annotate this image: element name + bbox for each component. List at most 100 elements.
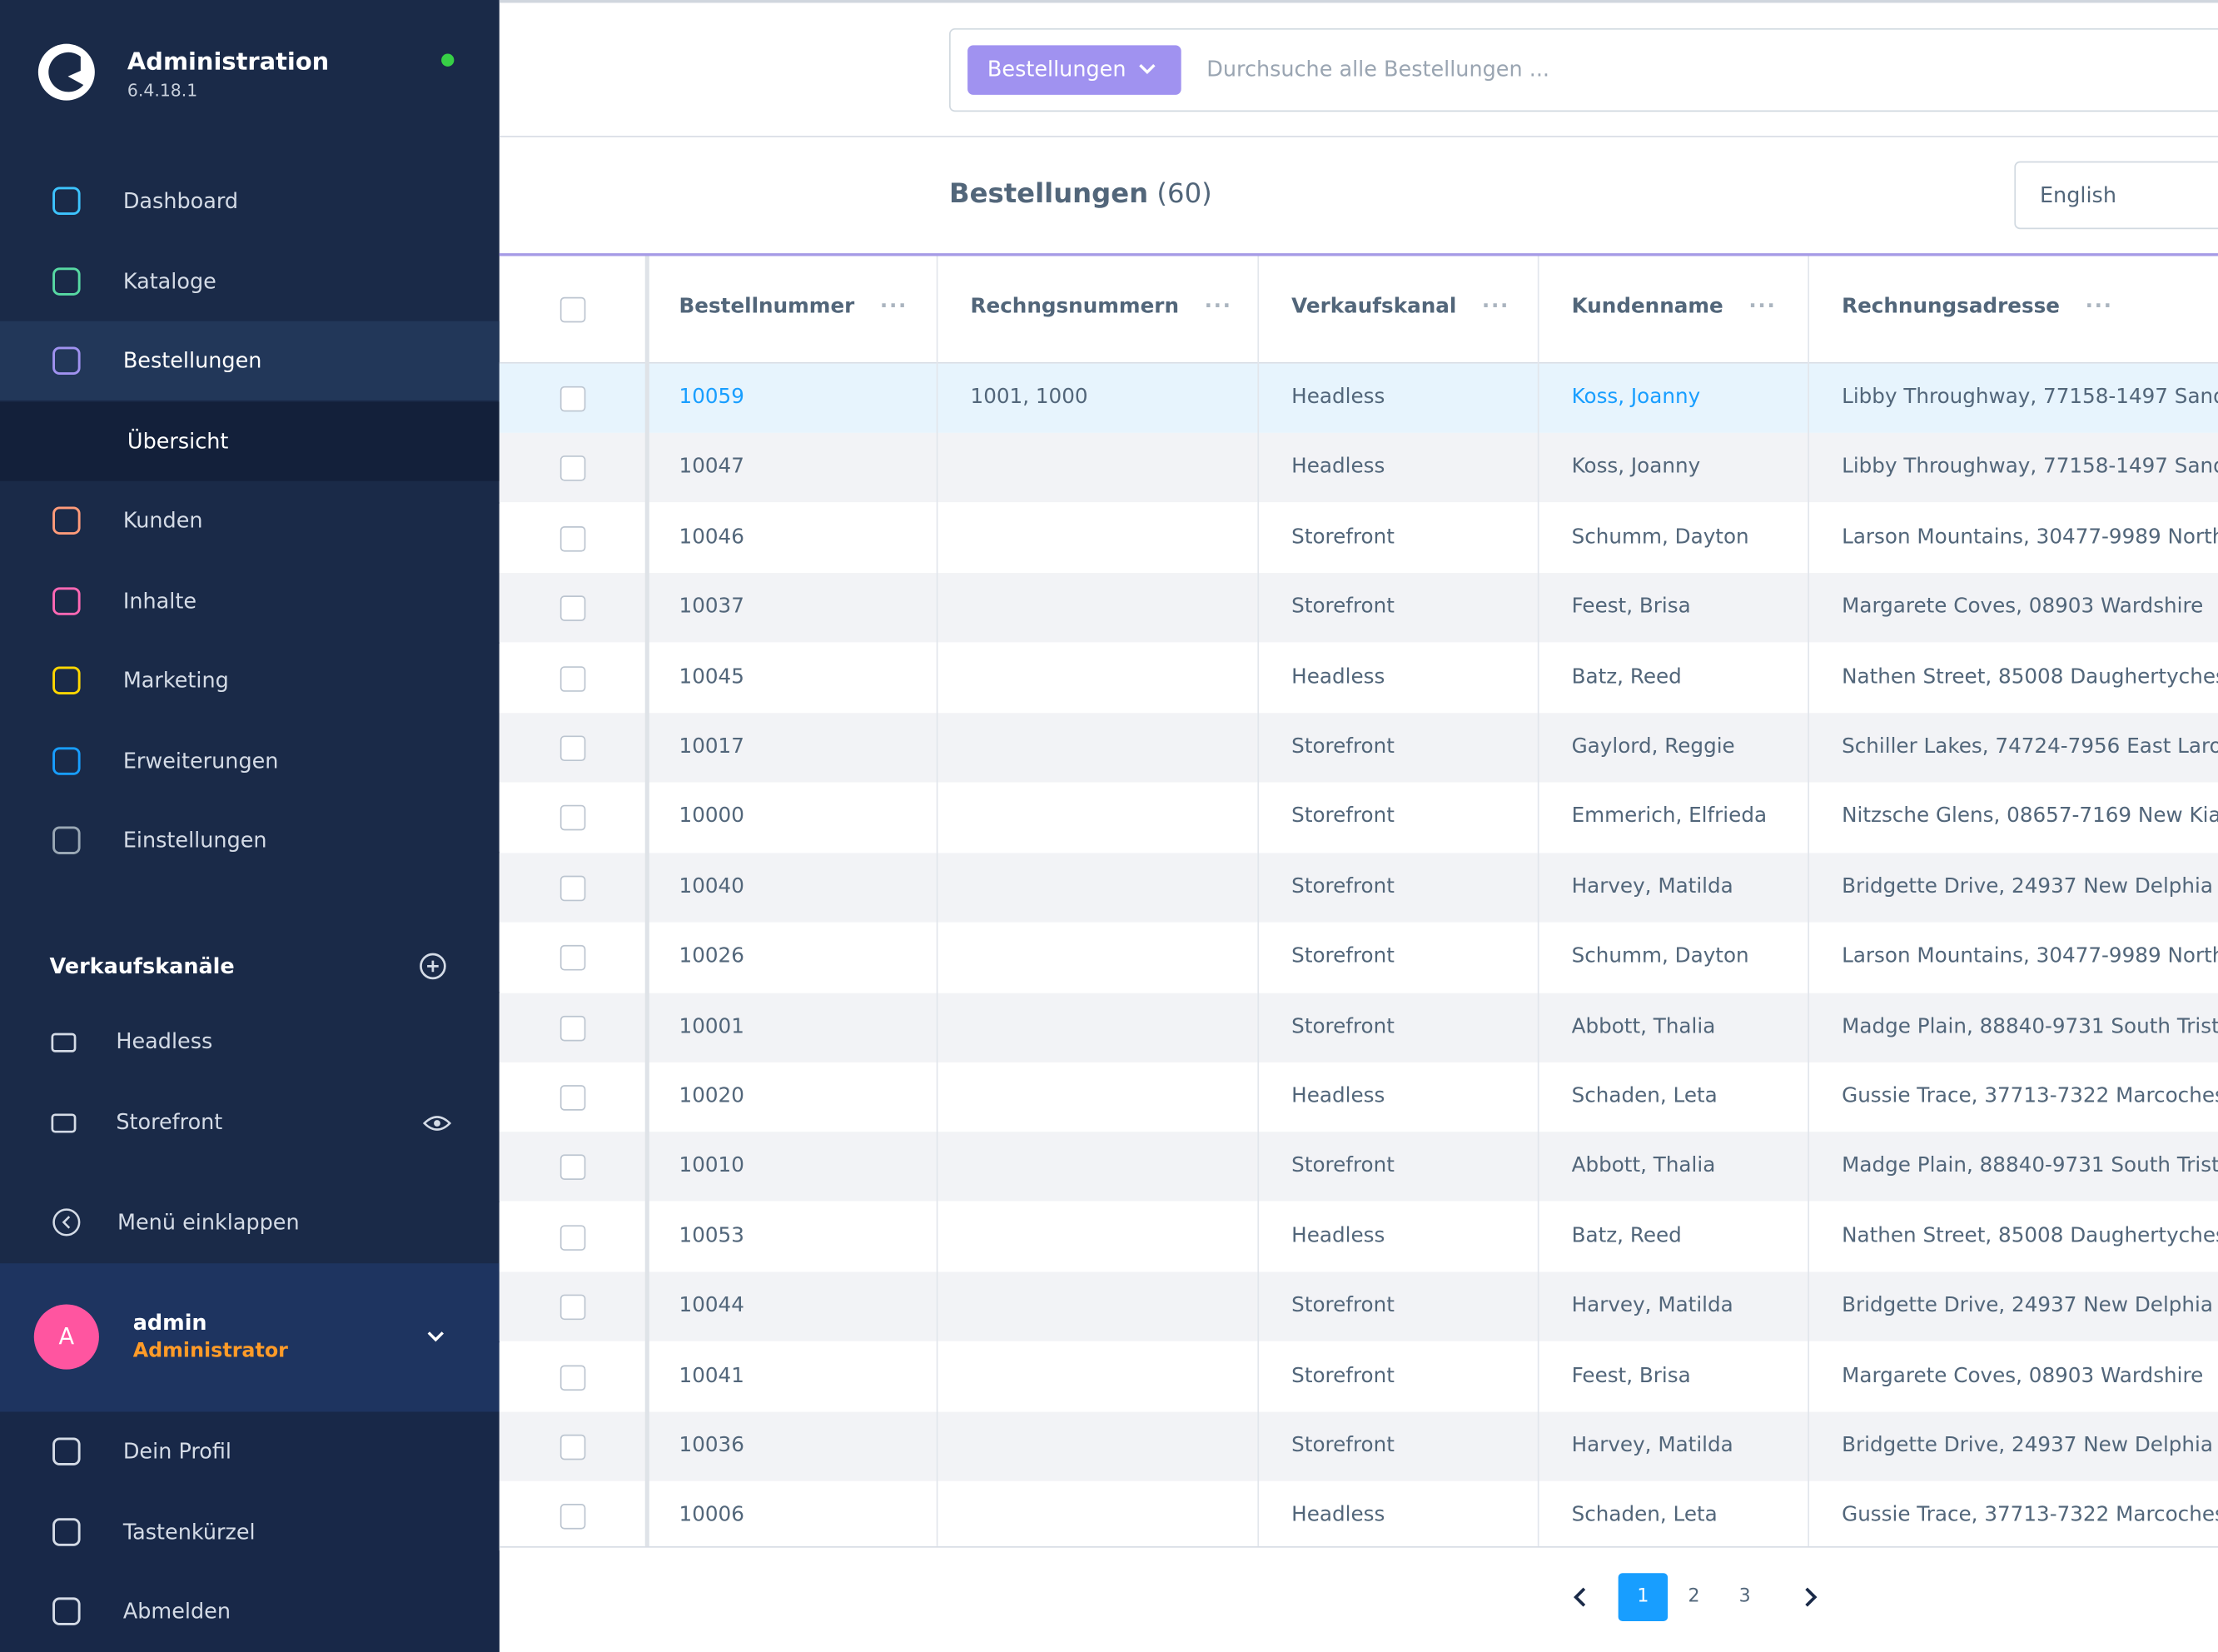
- page-button[interactable]: 3: [1738, 1585, 1751, 1608]
- page-button[interactable]: 2: [1688, 1585, 1700, 1608]
- cell: [971, 434, 1252, 503]
- nav-item[interactable]: Inhalte: [0, 561, 500, 640]
- column-menu[interactable]: ···: [1748, 296, 1777, 319]
- table-row[interactable]: 10041 Storefront Feest, Brisa Margarete Cov…: [499, 1341, 2218, 1411]
- nav-item[interactable]: Erweiterungen: [0, 721, 500, 800]
- cell: 10046: [679, 525, 744, 549]
- user-menu-item[interactable]: Tastenkürzel: [0, 1492, 500, 1571]
- row-checkbox[interactable]: [559, 1504, 586, 1530]
- nav-item[interactable]: Einstellungen: [0, 801, 500, 880]
- row-checkbox[interactable]: [559, 805, 586, 831]
- cell: [971, 1202, 1252, 1271]
- table-row[interactable]: 10040 Storefront Harvey, Matilda Bridgette …: [499, 853, 2218, 923]
- cell: Larson Mountains, 30477-9989 North D: [1842, 525, 2218, 549]
- add-channel[interactable]: [419, 952, 447, 980]
- eye-icon[interactable]: [423, 1113, 451, 1133]
- row-checkbox[interactable]: [559, 1224, 586, 1251]
- search-box[interactable]: Bestellungen Durchsuche alle Bestellunge…: [949, 27, 2218, 112]
- page-arrow[interactable]: [1570, 1586, 1590, 1615]
- cell: 10040: [679, 875, 744, 898]
- cell[interactable]: 10059: [679, 386, 744, 410]
- column-header[interactable]: Rechnungsadresse ···: [1842, 296, 2113, 319]
- row-checkbox[interactable]: [559, 386, 586, 412]
- table-row[interactable]: 10006 Headless Schaden, Leta Gussie Trace, …: [499, 1481, 2218, 1551]
- row-checkbox[interactable]: [559, 875, 586, 901]
- column-header[interactable]: Bestellnummer ···: [679, 296, 908, 319]
- row-checkbox[interactable]: [559, 1015, 586, 1041]
- row-checkbox[interactable]: [559, 1155, 586, 1181]
- column-menu[interactable]: ···: [2085, 296, 2113, 319]
- table-row[interactable]: 10020 Headless Schaden, Leta Gussie Trace, …: [499, 1062, 2218, 1132]
- cell: Harvey, Matilda: [1571, 1434, 1733, 1457]
- table-row[interactable]: 10026 Storefront Schumm, Dayton Larson Moun…: [499, 923, 2218, 993]
- column-menu[interactable]: ···: [1481, 296, 1510, 319]
- column-header[interactable]: Verkaufskanal ···: [1291, 296, 1510, 319]
- table-row[interactable]: 10037 Storefront Feest, Brisa Margarete Cov…: [499, 573, 2218, 643]
- page-arrow[interactable]: [1801, 1586, 1821, 1615]
- table-row[interactable]: 10017 Storefront Gaylord, Reggie Schiller L…: [499, 713, 2218, 783]
- user-box[interactable]: A admin Administrator: [0, 1263, 500, 1412]
- table-row[interactable]: 10053 Headless Batz, Reed Nathen Street, 85…: [499, 1202, 2218, 1272]
- row-checkbox[interactable]: [559, 1294, 586, 1321]
- cell: 10020: [679, 1085, 744, 1108]
- column-header[interactable]: Rechngsnummern ···: [970, 296, 1232, 319]
- user-menu-item[interactable]: Dein Profil: [0, 1412, 500, 1491]
- cell: 10010: [679, 1155, 744, 1178]
- cell: Feest, Brisa: [1571, 595, 1691, 619]
- nav-item[interactable]: Kataloge: [0, 241, 500, 321]
- language-select[interactable]: English: [2014, 161, 2218, 230]
- cell: Storefront: [1291, 525, 1395, 549]
- cell: [971, 503, 1252, 572]
- cell: 10001: [679, 1015, 744, 1038]
- collapse-label: Menü einklappen: [117, 1209, 300, 1236]
- search-entity[interactable]: Bestellungen: [967, 45, 1181, 95]
- nav-item[interactable]: Kunden: [0, 481, 500, 560]
- user-menu-bg: [0, 1411, 500, 1652]
- table-row[interactable]: 10045 Headless Batz, Reed Nathen Street, 85…: [499, 643, 2218, 713]
- nav-item[interactable]: Dashboard: [0, 162, 500, 241]
- nav-label: Bestellungen: [122, 347, 262, 374]
- table-row[interactable]: 10001 Storefront Abbott, Thalia Madge Plain…: [499, 993, 2218, 1062]
- column-menu[interactable]: ···: [879, 296, 908, 319]
- table-row[interactable]: 10010 Storefront Abbott, Thalia Madge Plain…: [499, 1132, 2218, 1202]
- nav-item[interactable]: Marketing: [0, 641, 500, 720]
- channel-item[interactable]: Headless: [0, 1002, 500, 1081]
- table-row[interactable]: 10059 1001, 1000 Headless Koss, Joanny Libby…: [499, 363, 2218, 433]
- cell[interactable]: Koss, Joanny: [1571, 386, 1701, 410]
- table-row[interactable]: 10046 Storefront Schumm, Dayton Larson Moun…: [499, 503, 2218, 573]
- table-row[interactable]: 10036 Storefront Harvey, Matilda Bridgette …: [499, 1411, 2218, 1481]
- collapse-menu[interactable]: Menü einklappen: [0, 1182, 500, 1261]
- user-menu-label: Dein Profil: [122, 1438, 232, 1465]
- page-title: Bestellungen: [949, 178, 1149, 210]
- row-checkbox[interactable]: [559, 665, 586, 692]
- page-button[interactable]: 1: [1618, 1573, 1668, 1622]
- row-checkbox[interactable]: [559, 1364, 586, 1391]
- select-all[interactable]: [559, 296, 586, 323]
- nav-item[interactable]: Übersicht: [0, 401, 500, 480]
- row-checkbox[interactable]: [559, 1085, 586, 1111]
- row-checkbox[interactable]: [559, 945, 586, 971]
- user-menu-item[interactable]: Abmelden: [0, 1572, 500, 1651]
- column-header[interactable]: Kundenname ···: [1571, 296, 1777, 319]
- search-placeholder[interactable]: Durchsuche alle Bestellungen ...: [1206, 56, 1550, 82]
- row-checkbox[interactable]: [559, 525, 586, 552]
- table-row[interactable]: 10044 Storefront Harvey, Matilda Bridgette …: [499, 1271, 2218, 1341]
- nav-label: Marketing: [122, 667, 229, 694]
- app-title: Administration: [127, 47, 330, 77]
- column-menu[interactable]: ···: [1204, 296, 1232, 319]
- cell: [971, 783, 1252, 852]
- user-name: admin: [132, 1310, 207, 1336]
- nav-label: Inhalte: [122, 587, 197, 614]
- row-checkbox[interactable]: [559, 735, 586, 762]
- channel-label: Storefront: [116, 1108, 223, 1134]
- user-menu-label: Abmelden: [122, 1598, 231, 1625]
- table-row[interactable]: 10047 Headless Koss, Joanny Libby Throughwa…: [499, 433, 2218, 503]
- channel-item[interactable]: Storefront: [0, 1082, 500, 1161]
- row-checkbox[interactable]: [559, 595, 586, 622]
- cell: Storefront: [1291, 595, 1395, 619]
- cell: 10036: [679, 1434, 744, 1457]
- row-checkbox[interactable]: [559, 1434, 586, 1460]
- nav-item[interactable]: Bestellungen: [0, 321, 500, 401]
- table-row[interactable]: 10000 Storefront Emmerich, Elfrieda Nitzsch…: [499, 783, 2218, 853]
- row-checkbox[interactable]: [559, 455, 586, 482]
